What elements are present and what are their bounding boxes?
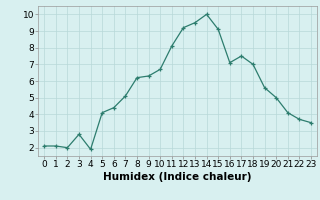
X-axis label: Humidex (Indice chaleur): Humidex (Indice chaleur) — [103, 172, 252, 182]
